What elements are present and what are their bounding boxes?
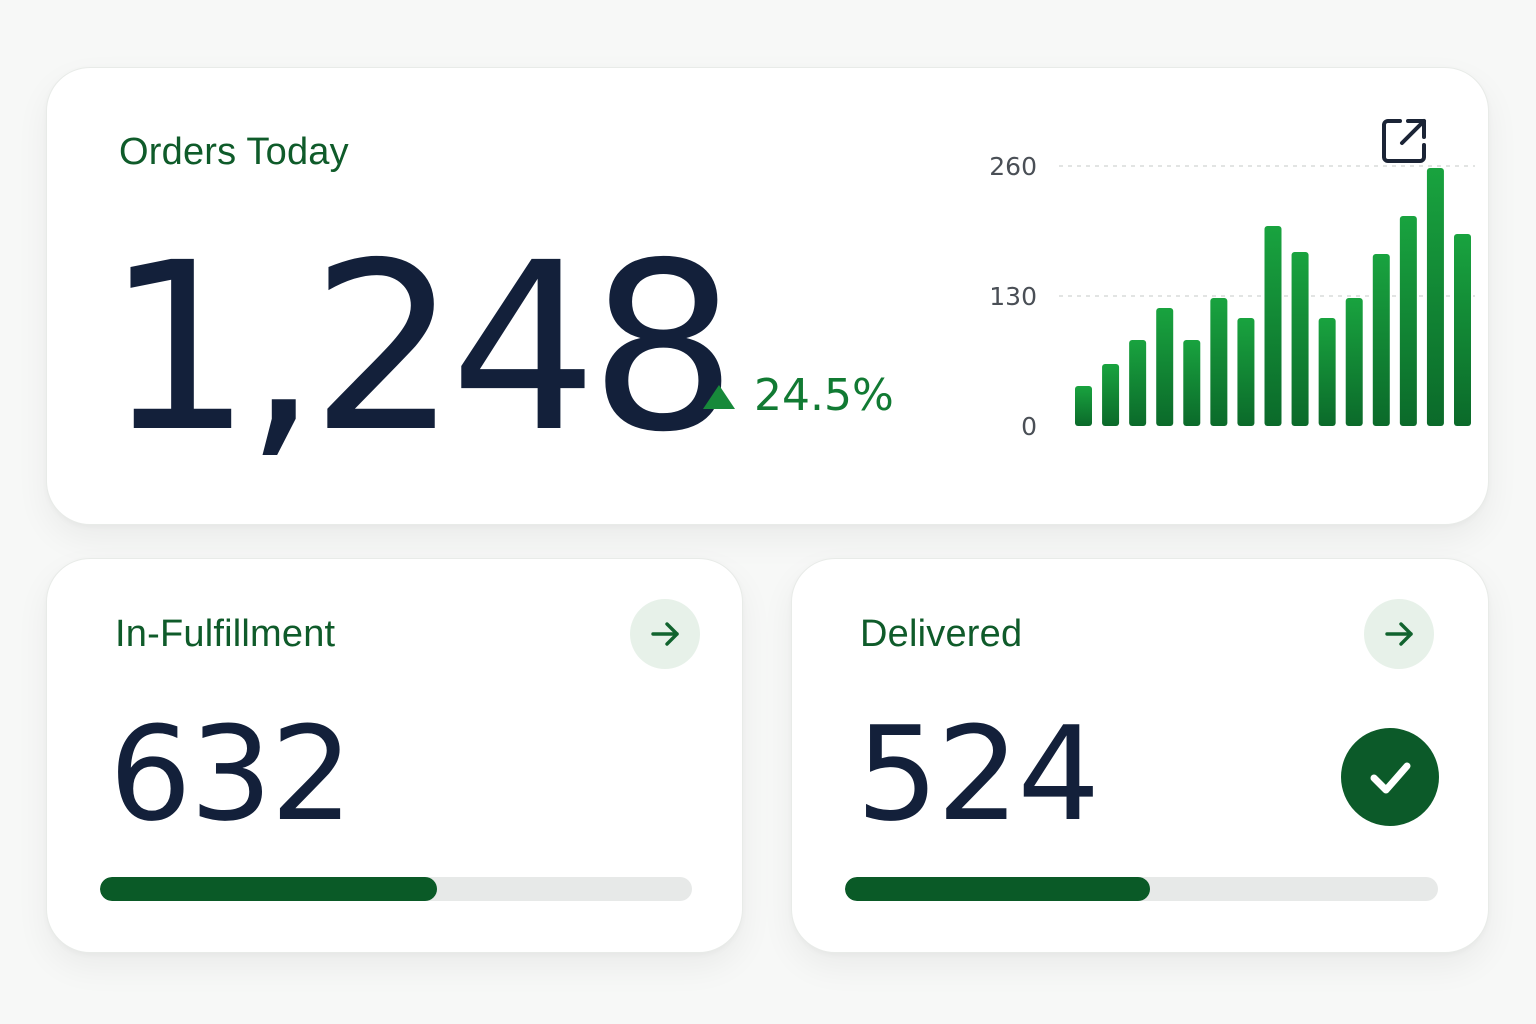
- chart-bar: [1291, 252, 1309, 426]
- in-fulfillment-progress-fill: [100, 877, 438, 901]
- arrow-right-icon: [1385, 622, 1413, 646]
- orders-bar-chart: 0 130 260: [927, 152, 1475, 496]
- trend-indicator: 24.5%: [703, 374, 894, 418]
- chart-bar: [1426, 168, 1444, 426]
- orders-today-title: Orders Today: [119, 131, 349, 173]
- arrow-right-icon: [651, 622, 679, 646]
- chart-bar: [1237, 318, 1255, 426]
- triangle-up-icon: [703, 385, 735, 409]
- chart-bar: [1454, 234, 1471, 426]
- delivered-title: Delivered: [860, 613, 1023, 655]
- chart-bar: [1372, 254, 1390, 426]
- chart-bar: [1399, 216, 1417, 426]
- chart-bar: [1345, 298, 1363, 426]
- delivered-progress-bar: [845, 877, 1438, 901]
- delivered-card: Delivered 524: [791, 558, 1489, 953]
- chart-bar: [1183, 340, 1201, 426]
- external-link-icon: [1382, 119, 1426, 163]
- chart-bar: [1264, 226, 1282, 426]
- chart-bar: [1318, 318, 1336, 426]
- y-tick-label: 260: [989, 152, 1037, 181]
- delivered-progress-fill: [845, 877, 1151, 901]
- y-tick-label: 0: [1021, 412, 1037, 441]
- chart-bar: [1210, 298, 1228, 426]
- chart-bar: [1156, 308, 1174, 426]
- chart-bar: [1075, 386, 1092, 426]
- chart-bar: [1129, 340, 1147, 426]
- in-fulfillment-progress-bar: [100, 877, 692, 901]
- y-tick-label: 130: [989, 282, 1037, 311]
- in-fulfillment-arrow-button[interactable]: [630, 599, 700, 669]
- chart-bar: [1102, 364, 1120, 426]
- orders-today-card: Orders Today 1,248 24.5% 0 130 260: [46, 67, 1489, 525]
- delivered-value: 524: [856, 698, 1100, 850]
- in-fulfillment-value: 632: [109, 698, 353, 850]
- delivered-arrow-button[interactable]: [1364, 599, 1434, 669]
- trend-percentage: 24.5%: [754, 370, 894, 421]
- bar-chart-svg: 0 130 260: [989, 152, 1475, 441]
- orders-today-value: 1,248: [105, 213, 737, 483]
- in-fulfillment-card: In-Fulfillment 632: [46, 558, 743, 953]
- in-fulfillment-title: In-Fulfillment: [115, 613, 336, 655]
- check-circle-icon: [1341, 728, 1439, 826]
- open-external-button[interactable]: [1373, 110, 1435, 172]
